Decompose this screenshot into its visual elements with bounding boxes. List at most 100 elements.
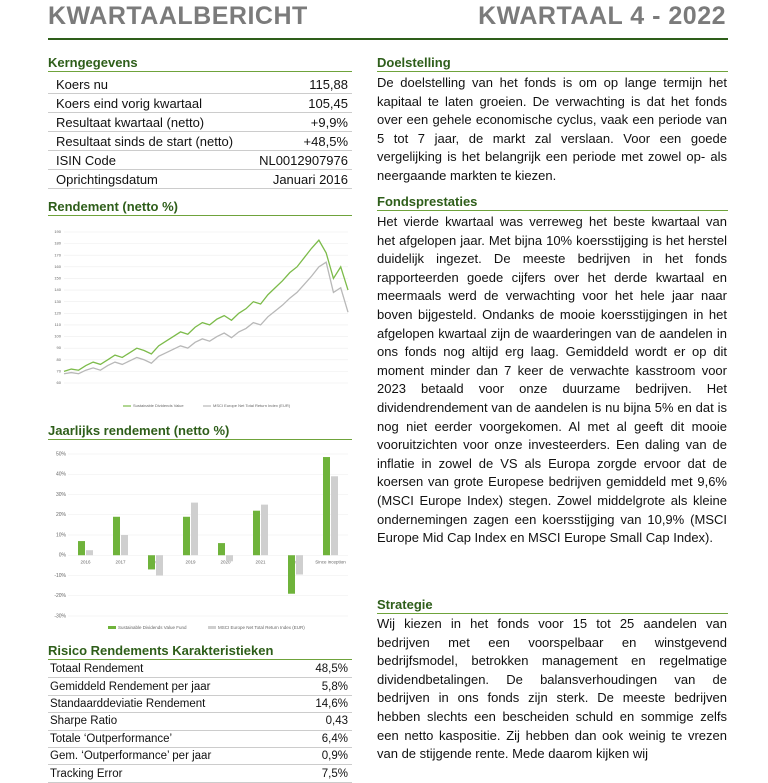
table-row: Gem. ‘Outperformance’ per jaar 0,9% (48, 747, 352, 766)
cell-value: NL0012907976 (246, 150, 352, 170)
y-tick-label: 170 (54, 252, 61, 257)
table-row: ISIN Code NL0012907976 (48, 150, 352, 170)
bar (296, 555, 303, 575)
cell-value: 48,5% (294, 661, 352, 679)
y-tick-label: 30% (56, 492, 67, 498)
table-row: Standaarddeviatie Rendement 14,6% (48, 695, 352, 714)
bar (331, 476, 338, 556)
y-tick-label: 0% (59, 553, 67, 559)
y-tick-label: 80 (57, 357, 62, 362)
bar (191, 502, 198, 556)
bar (183, 516, 190, 556)
y-tick-label: 190 (54, 229, 61, 234)
table-row: Tracking Error 7,5% (48, 764, 352, 783)
cell-value: 0,43 (294, 712, 352, 731)
cell-label: Koers eind vorig kwartaal (48, 93, 247, 113)
cell-value: 14,6% (294, 695, 352, 714)
x-tick-label: 2022 (290, 559, 301, 564)
y-tick-label: -20% (54, 593, 66, 599)
cell-label: Totaal Rendement (48, 661, 295, 679)
y-tick-label: 50% (56, 451, 67, 457)
y-tick-label: 180 (54, 241, 61, 246)
cell-value: 6,4% (294, 730, 352, 748)
paragraph: De doelstelling van het fonds is om op l… (377, 75, 727, 183)
bar (261, 504, 268, 556)
bar (113, 516, 120, 556)
y-tick-label: 40% (56, 472, 67, 478)
section-title: Kerngegevens (48, 55, 352, 72)
y-tick-label: 150 (54, 276, 61, 281)
y-tick-label: 110 (55, 322, 62, 327)
x-tick-label: 2019 (185, 559, 196, 564)
cell-value: +48,5% (246, 131, 352, 151)
legend-label: MSCI Europe Net Total Return Index (EUR) (218, 625, 305, 630)
table-row: Resultaat sinds de start (netto) +48,5% (48, 131, 352, 151)
y-tick-label: -10% (54, 573, 66, 579)
y-tick-label: 70 (57, 368, 62, 373)
risk-table: Totaal Rendement 48,5% Gemiddeld Rendement… (48, 661, 352, 783)
bar (148, 555, 155, 570)
x-tick-label: 2020 (220, 559, 231, 564)
series-line (63, 239, 349, 373)
header-title: KWARTAALBERICHT (48, 2, 308, 30)
table-row: Totaal Rendement 48,5% (48, 661, 352, 679)
cell-label: ISIN Code (48, 150, 247, 170)
bar (288, 555, 295, 594)
bar (86, 550, 93, 556)
y-tick-label: 20% (56, 512, 67, 518)
cell-value: Januari 2016 (246, 169, 352, 189)
legend-swatch (108, 626, 116, 629)
cell-value: 5,8% (294, 677, 352, 696)
bar (323, 457, 330, 556)
line-chart: 60 70 80 90 100 110 120 130 140 150 160 170 180 190 Su… (54, 229, 349, 408)
section-title: Jaarlijks rendement (netto %) (48, 423, 352, 440)
cell-label: Totale ‘Outperformance’ (48, 730, 295, 748)
table-row: Gemiddeld Rendement per jaar 5,8% (48, 677, 352, 696)
cell-label: Standaarddeviatie Rendement (48, 695, 295, 714)
table-row: Resultaat kwartaal (netto) +9,9% (48, 112, 352, 132)
table-row: Koers nu 115,88 (48, 75, 352, 94)
header-period: KWARTAAL 4 - 2022 (478, 2, 726, 30)
x-tick-label: 2018 (150, 559, 161, 564)
cell-value: 7,5% (294, 764, 352, 783)
x-tick-label: 2017 (115, 559, 126, 564)
key-figures-table: Koers nu 115,88 Koers eind vorig kwartaal 1… (48, 75, 352, 189)
y-tick-label: 60 (57, 380, 62, 385)
cell-value: 115,88 (246, 75, 352, 94)
paragraph: Het vierde kwartaal was verreweg het bes… (377, 214, 727, 546)
legend-swatch (208, 626, 216, 629)
y-tick-label: 10% (56, 532, 67, 538)
table-row: Totale ‘Outperformance’ 6,4% (48, 730, 352, 748)
cell-value: 105,45 (246, 93, 352, 113)
bar (218, 543, 225, 556)
bar (226, 555, 233, 562)
bar (253, 510, 260, 556)
y-tick-label: 90 (57, 345, 62, 350)
table-row: Oprichtingsdatum Januari 2016 (48, 169, 352, 189)
bar (78, 541, 85, 556)
cell-label: Koers nu (48, 75, 247, 94)
section-title: Risico Rendements Karakteristieken (48, 643, 352, 660)
bar (121, 535, 128, 556)
legend-label: MSCI Europe Net Total Return Index (EUR) (213, 403, 291, 408)
y-tick-label: 120 (54, 310, 61, 315)
cell-value: 0,9% (294, 747, 352, 766)
bar-chart: -30% -20% -10% 0% 10% 20% 30% 40% 50% 2016 2017 201… (54, 451, 348, 630)
cell-label: Oprichtingsdatum (48, 169, 247, 189)
x-tick-label: 2016 (80, 559, 91, 564)
y-tick-label: 140 (54, 287, 61, 292)
table-row: Koers eind vorig kwartaal 105,45 (48, 93, 352, 113)
legend-label: Sustainable Dividends Value (133, 403, 184, 408)
cell-label: Gem. ‘Outperformance’ per jaar (48, 747, 295, 766)
cell-label: Gemiddeld Rendement per jaar (48, 677, 295, 696)
section-title: Strategie (377, 597, 728, 614)
section-title: Doelstelling (377, 55, 728, 72)
series-line (63, 261, 349, 375)
paragraph: Wij kiezen in het fonds voor 15 tot 25 a… (377, 616, 727, 762)
x-tick-label: Since inception (315, 559, 346, 564)
legend-label: Sustainable Dividends Value Fund (118, 625, 187, 630)
y-tick-label: -30% (54, 613, 66, 619)
cell-label: Tracking Error (48, 764, 295, 783)
cell-label: Resultaat sinds de start (netto) (48, 131, 247, 151)
